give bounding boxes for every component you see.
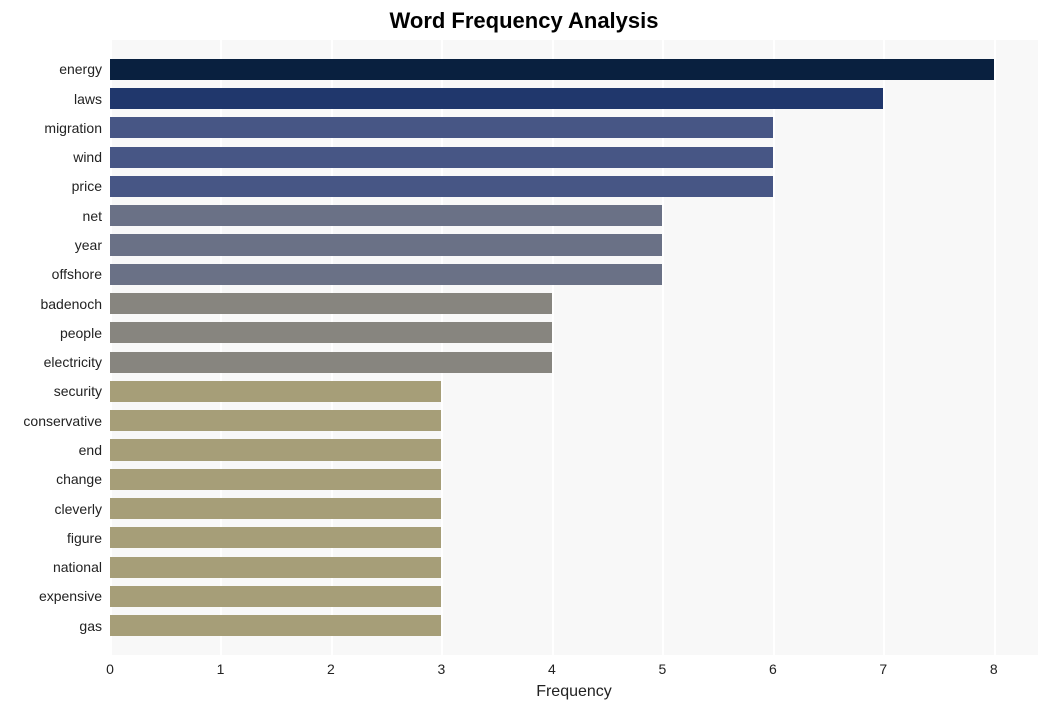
y-tick-label: change: [56, 471, 110, 487]
chart-title: Word Frequency Analysis: [0, 8, 1048, 34]
bar: [110, 381, 441, 402]
bar: [110, 439, 441, 460]
x-tick-label: 1: [217, 661, 225, 677]
bar: [110, 147, 773, 168]
bar: [110, 117, 773, 138]
x-tick-label: 2: [327, 661, 335, 677]
gridline: [994, 40, 996, 655]
gridline: [883, 40, 885, 655]
bar: [110, 205, 662, 226]
bar: [110, 586, 441, 607]
y-tick-label: migration: [44, 120, 110, 136]
gridline: [773, 40, 775, 655]
y-tick-label: end: [79, 442, 110, 458]
bar: [110, 88, 883, 109]
x-tick-label: 7: [879, 661, 887, 677]
y-tick-label: net: [83, 208, 110, 224]
bar: [110, 527, 441, 548]
x-tick-label: 0: [106, 661, 114, 677]
y-tick-label: expensive: [39, 588, 110, 604]
x-tick-label: 6: [769, 661, 777, 677]
y-tick-label: gas: [79, 618, 110, 634]
plot-area: 012345678Frequencyenergylawsmigrationwin…: [110, 40, 1038, 655]
y-tick-label: figure: [67, 530, 110, 546]
word-frequency-chart: Word Frequency Analysis 012345678Frequen…: [0, 0, 1048, 701]
bar: [110, 234, 662, 255]
bar: [110, 59, 994, 80]
x-tick-label: 8: [990, 661, 998, 677]
y-tick-label: badenoch: [40, 296, 110, 312]
y-tick-label: people: [60, 325, 110, 341]
y-tick-label: cleverly: [55, 501, 110, 517]
bar: [110, 410, 441, 431]
y-tick-label: national: [53, 559, 110, 575]
y-tick-label: wind: [73, 149, 110, 165]
bar: [110, 615, 441, 636]
bar: [110, 293, 552, 314]
x-tick-label: 4: [548, 661, 556, 677]
y-tick-label: electricity: [44, 354, 110, 370]
bar: [110, 352, 552, 373]
bar: [110, 557, 441, 578]
bar: [110, 469, 441, 490]
x-tick-label: 5: [658, 661, 666, 677]
y-tick-label: offshore: [52, 266, 110, 282]
bar: [110, 322, 552, 343]
y-tick-label: energy: [59, 61, 110, 77]
y-tick-label: security: [54, 383, 110, 399]
y-tick-label: year: [75, 237, 110, 253]
y-tick-label: conservative: [23, 413, 110, 429]
y-tick-label: price: [72, 178, 110, 194]
y-tick-label: laws: [74, 91, 110, 107]
bar: [110, 264, 662, 285]
x-tick-label: 3: [438, 661, 446, 677]
x-axis-label: Frequency: [536, 683, 612, 701]
bar: [110, 498, 441, 519]
bar: [110, 176, 773, 197]
